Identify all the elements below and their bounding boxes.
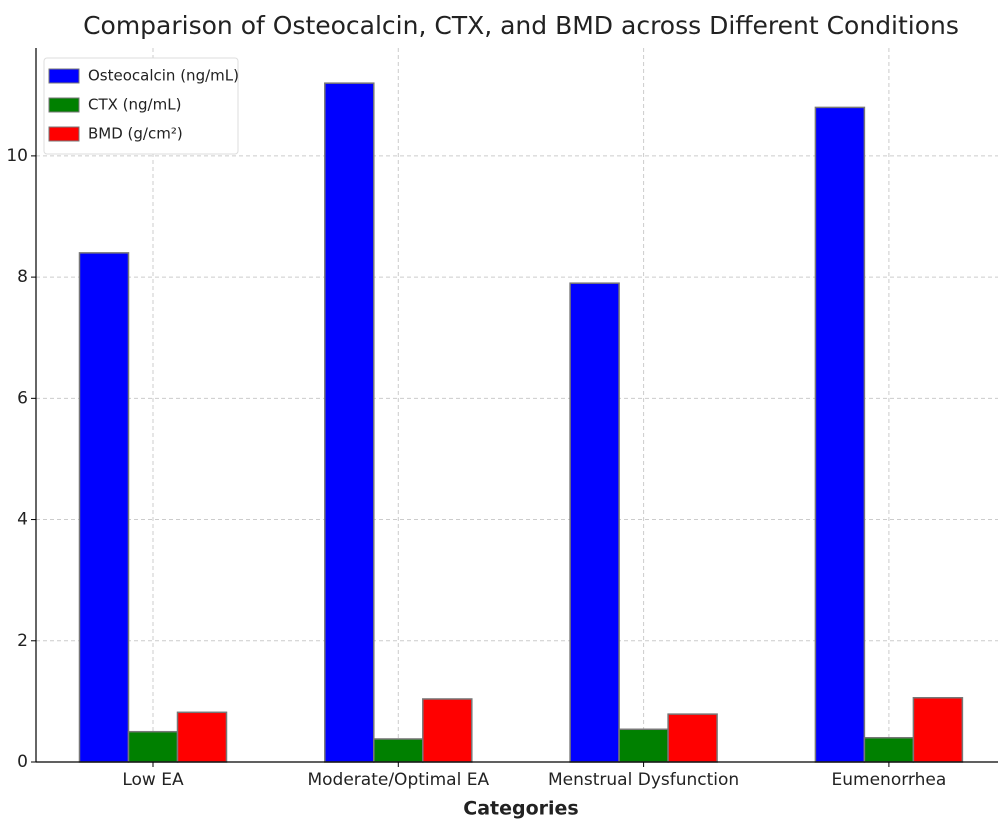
bar xyxy=(912,697,964,763)
legend-label: CTX (ng/mL) xyxy=(88,96,181,114)
bar xyxy=(78,252,130,763)
legend-swatch xyxy=(48,97,80,113)
bar xyxy=(569,282,620,763)
x-tick-label: Low EA xyxy=(122,770,184,790)
bar xyxy=(127,730,179,763)
legend-label: Osteocalcin (ng/mL) xyxy=(88,67,239,85)
y-tick-label: 2 xyxy=(17,631,28,651)
bar xyxy=(618,728,669,763)
bar xyxy=(324,82,375,763)
x-tick-label: Menstrual Dysfunction xyxy=(548,770,739,790)
x-tick-label: Eumenorrhea xyxy=(832,770,947,790)
x-axis-label: Categories xyxy=(463,798,578,820)
y-tick-label: 10 xyxy=(6,146,28,166)
x-tick-label: Moderate/Optimal EA xyxy=(307,770,489,790)
bar xyxy=(422,698,473,763)
legend-swatch xyxy=(48,68,80,84)
y-tick-label: 6 xyxy=(17,388,28,408)
chart-title: Comparison of Osteocalcin, CTX, and BMD … xyxy=(83,11,959,40)
legend-box xyxy=(43,57,239,155)
bar xyxy=(176,711,228,763)
bar xyxy=(373,738,424,763)
bar xyxy=(863,737,915,763)
legend-swatch xyxy=(48,126,80,142)
bar xyxy=(814,106,866,763)
y-tick-label: 4 xyxy=(17,510,28,530)
bar xyxy=(667,713,718,763)
y-tick-label: 0 xyxy=(17,752,28,772)
y-tick-label: 8 xyxy=(17,267,28,287)
legend-label: BMD (g/cm²) xyxy=(88,125,183,143)
